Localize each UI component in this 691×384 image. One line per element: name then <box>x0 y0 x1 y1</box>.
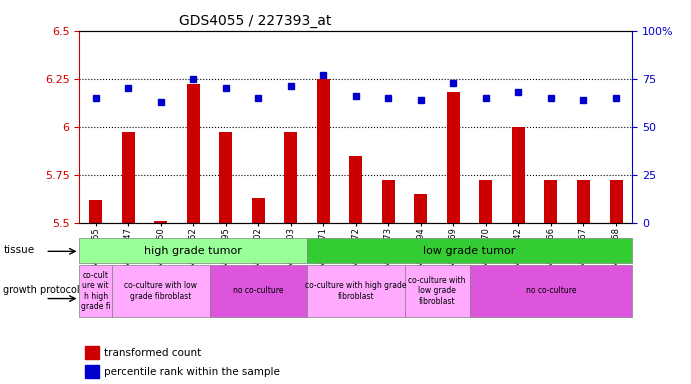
Text: co-cult
ure wit
h high
grade fi: co-cult ure wit h high grade fi <box>81 271 111 311</box>
Bar <box>405 265 470 317</box>
Text: tissue: tissue <box>3 245 35 255</box>
Bar <box>447 92 460 223</box>
Bar <box>89 200 102 223</box>
Bar <box>350 156 362 223</box>
Bar <box>545 180 558 223</box>
Bar <box>154 221 167 223</box>
Bar <box>382 180 395 223</box>
Text: co-culture with
low grade
fibroblast: co-culture with low grade fibroblast <box>408 276 466 306</box>
Text: co-culture with low
grade fibroblast: co-culture with low grade fibroblast <box>124 281 197 301</box>
Text: high grade tumor: high grade tumor <box>144 245 243 256</box>
Text: no co-culture: no co-culture <box>233 286 283 295</box>
Bar <box>307 238 632 263</box>
Bar <box>609 180 623 223</box>
Bar <box>307 265 405 317</box>
Text: transformed count: transformed count <box>104 348 202 358</box>
Bar <box>512 127 525 223</box>
Bar <box>79 238 307 263</box>
Bar <box>219 132 232 223</box>
Bar <box>187 84 200 223</box>
Bar <box>112 265 209 317</box>
Text: low grade tumor: low grade tumor <box>424 245 516 256</box>
Bar <box>209 265 307 317</box>
Bar <box>470 265 632 317</box>
Bar <box>252 198 265 223</box>
Text: percentile rank within the sample: percentile rank within the sample <box>104 367 281 377</box>
Bar <box>284 132 297 223</box>
Bar <box>317 79 330 223</box>
Bar <box>85 346 99 359</box>
Text: no co-culture: no co-culture <box>526 286 576 295</box>
Text: GDS4055 / 227393_at: GDS4055 / 227393_at <box>179 14 332 28</box>
Bar <box>415 194 428 223</box>
Bar <box>85 365 99 378</box>
Bar <box>480 180 493 223</box>
Bar <box>577 180 590 223</box>
Text: growth protocol: growth protocol <box>3 285 80 295</box>
Bar <box>122 132 135 223</box>
Text: co-culture with high grade
fibroblast: co-culture with high grade fibroblast <box>305 281 406 301</box>
Bar <box>79 265 112 317</box>
